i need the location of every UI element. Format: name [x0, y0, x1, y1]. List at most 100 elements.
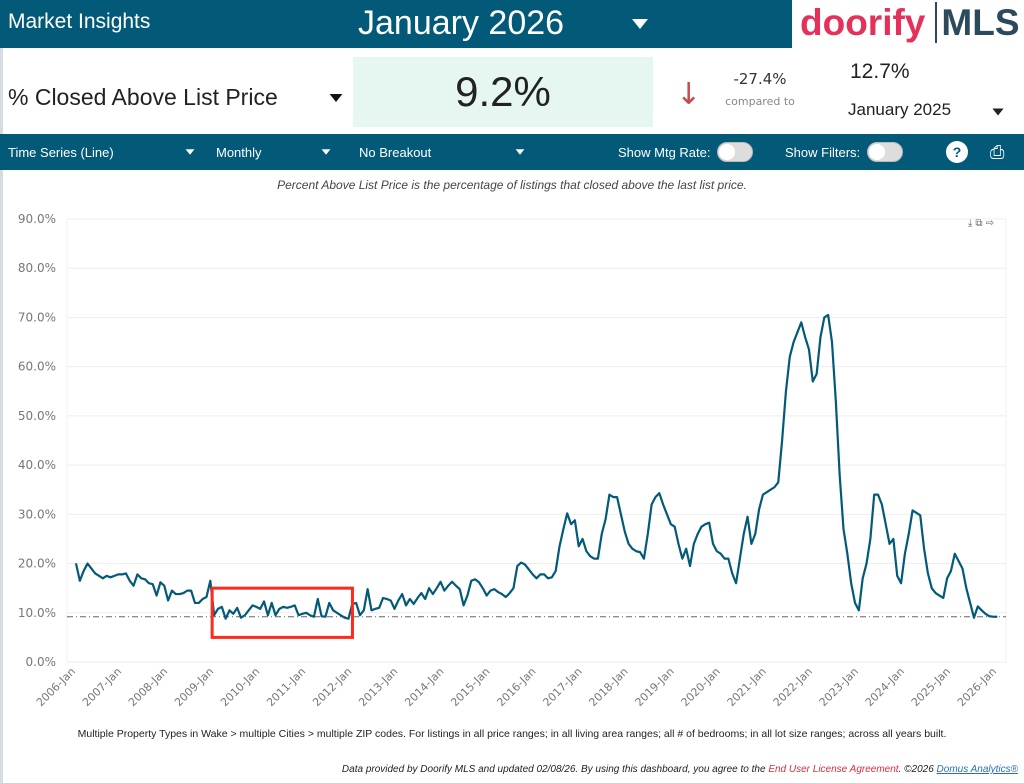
data-point — [873, 494, 875, 496]
y-tick-label: 30.0% — [18, 507, 56, 521]
data-point — [585, 550, 587, 552]
metric-selector[interactable]: % Closed Above List Price — [8, 84, 278, 110]
filters-toggle[interactable] — [867, 142, 903, 162]
breakout-dropdown[interactable]: No Breakout — [359, 145, 432, 160]
data-point — [194, 602, 196, 604]
data-point — [374, 608, 376, 610]
data-point — [167, 599, 169, 602]
data-point — [136, 573, 138, 575]
data-point — [94, 572, 96, 575]
data-point — [202, 598, 204, 600]
download-icon[interactable]: ⤓ — [968, 218, 976, 229]
data-point — [290, 606, 292, 608]
data-point — [539, 573, 541, 575]
data-point — [497, 591, 499, 593]
data-point — [639, 551, 641, 553]
data-point — [75, 562, 77, 565]
data-point — [750, 543, 753, 545]
domus-link[interactable]: Domus Analytics® — [936, 764, 1018, 775]
chevron-down-icon[interactable] — [515, 149, 525, 155]
data-point — [309, 614, 311, 616]
data-point — [255, 606, 257, 608]
data-point — [462, 604, 465, 606]
data-point — [858, 609, 860, 611]
data-point — [958, 560, 960, 562]
x-tick-label: 2021-Jan — [725, 665, 769, 709]
chart-export-icons[interactable]: ⤓⧉⇨ — [968, 218, 997, 229]
data-point — [973, 617, 975, 619]
data-point — [854, 602, 856, 604]
data-point — [604, 518, 607, 520]
data-point — [708, 522, 710, 524]
data-point — [190, 590, 192, 592]
data-point — [363, 609, 365, 611]
data-point — [662, 503, 664, 506]
chevron-down-icon[interactable] — [329, 94, 343, 102]
data-point — [386, 598, 388, 600]
interval-dropdown[interactable]: Monthly — [216, 145, 262, 160]
export-icon[interactable]: ⇨ — [985, 218, 997, 229]
arrow-down-icon: ↓ — [676, 77, 702, 112]
data-point — [904, 553, 906, 555]
compared-to-label: compared to — [725, 95, 795, 108]
copy-icon[interactable]: ⧉ — [975, 218, 986, 229]
data-point — [988, 615, 990, 617]
data-point — [90, 567, 92, 570]
data-point — [981, 609, 983, 611]
data-point — [681, 558, 683, 560]
y-tick-label: 40.0% — [18, 458, 56, 472]
data-point — [117, 573, 119, 575]
data-point — [294, 604, 296, 606]
month-selector[interactable]: January 2026 — [358, 4, 565, 42]
y-tick-label: 70.0% — [18, 310, 56, 324]
data-point — [800, 321, 802, 323]
data-point — [816, 373, 818, 375]
data-point — [846, 553, 848, 555]
data-point — [628, 543, 630, 545]
data-point — [593, 558, 595, 560]
data-point — [746, 516, 749, 518]
data-point — [129, 580, 131, 582]
data-point — [359, 614, 361, 616]
data-point — [428, 587, 430, 589]
footer-credits: Data provided by Doorify MLS and updated… — [341, 764, 1018, 775]
data-point — [313, 616, 315, 618]
data-point — [996, 616, 998, 618]
x-tick-label: 2018-Jan — [586, 665, 630, 709]
data-point — [321, 615, 323, 617]
print-icon[interactable]: ⎙ — [990, 142, 1005, 162]
data-point — [562, 528, 564, 530]
chevron-down-icon[interactable] — [632, 19, 648, 29]
data-point — [915, 512, 918, 514]
data-point — [516, 565, 518, 567]
data-point — [961, 567, 964, 570]
mtg-rate-toggle[interactable] — [717, 142, 753, 162]
compare-month-selector[interactable]: January 2025 — [848, 100, 952, 119]
y-tick-label: 90.0% — [18, 212, 56, 226]
x-tick-label: 2023-Jan — [817, 665, 861, 709]
data-point — [954, 553, 956, 555]
data-point — [984, 613, 987, 615]
data-point — [865, 562, 868, 565]
data-point — [766, 491, 768, 493]
chevron-down-icon[interactable] — [321, 149, 331, 155]
data-point — [367, 588, 369, 590]
chevron-down-icon[interactable] — [185, 149, 195, 155]
data-point — [424, 598, 426, 600]
data-point — [455, 585, 457, 587]
data-point — [877, 494, 879, 496]
metric-description: Percent Above List Price is the percenta… — [277, 178, 747, 192]
eula-link[interactable]: End User License Agreement — [768, 764, 899, 775]
data-point — [842, 528, 845, 530]
data-point — [551, 576, 553, 578]
y-tick-label: 80.0% — [18, 261, 56, 275]
data-point — [685, 548, 687, 550]
x-tick-label: 2015-Jan — [448, 665, 492, 709]
help-icon[interactable]: ? — [946, 141, 968, 163]
toolbar: Time Series (Line) Monthly No Breakout S… — [0, 134, 1024, 170]
chart-type-dropdown[interactable]: Time Series (Line) — [8, 145, 114, 160]
data-point — [881, 503, 883, 506]
data-point — [486, 594, 488, 597]
chevron-down-icon[interactable] — [992, 108, 1004, 116]
data-point — [232, 613, 234, 615]
